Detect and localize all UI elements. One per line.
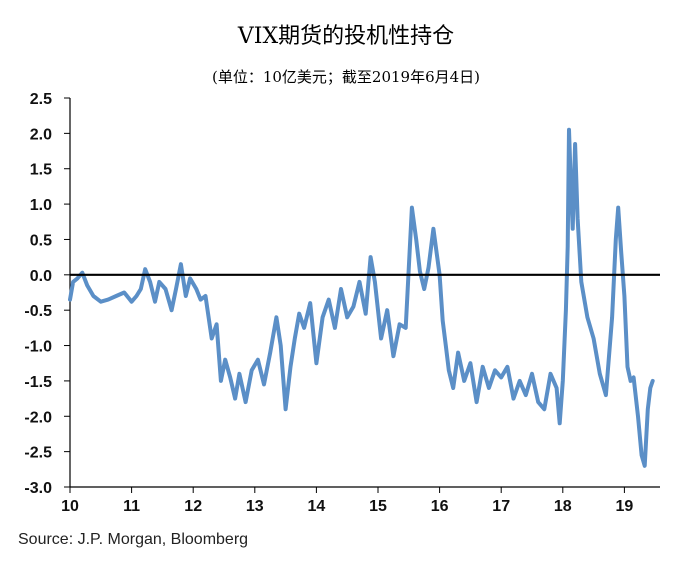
x-tick-label: 14: [308, 498, 326, 515]
y-tick-label: 0.0: [30, 268, 52, 285]
y-tick-label: -1.5: [24, 374, 52, 391]
chart-title: VIX期货的投机性持仓: [237, 24, 455, 49]
source-note: Source: J.P. Morgan, Bloomberg: [18, 531, 249, 548]
chart-subtitle: (单位：10亿美元；截至2019年6月4日): [211, 68, 481, 86]
tick-labels: 2.5 2.0 1.5 1.0 0.5 0.0 -0.5 -1.0 -1.5 -2.0 -2.5 -3…: [24, 91, 633, 515]
y-tick-label: -2.0: [24, 409, 52, 426]
y-tick-label: 0.5: [30, 232, 52, 249]
y-tick-label: 2.0: [30, 126, 52, 143]
x-tick-label: 12: [184, 498, 202, 515]
x-tick-label: 18: [554, 498, 572, 515]
x-tick-label: 13: [246, 498, 264, 515]
x-tick-label: 17: [492, 498, 510, 515]
y-tick-label: -0.5: [24, 303, 52, 320]
y-tick-label: 2.5: [30, 91, 52, 108]
x-tick-label: 10: [61, 498, 79, 515]
y-tick-label: 1.5: [30, 162, 52, 179]
x-tick-label: 11: [123, 498, 140, 515]
x-tick-label: 16: [431, 498, 449, 515]
x-tick-label: 15: [369, 498, 387, 515]
y-tick-label: -2.5: [24, 445, 52, 462]
series-line: [68, 127, 655, 468]
y-tick-label: 1.0: [30, 197, 52, 214]
y-tick-label: -3.0: [24, 480, 52, 497]
x-tick-label: 19: [616, 498, 634, 515]
y-tick-label: -1.0: [24, 339, 52, 356]
series-group: [68, 127, 660, 468]
